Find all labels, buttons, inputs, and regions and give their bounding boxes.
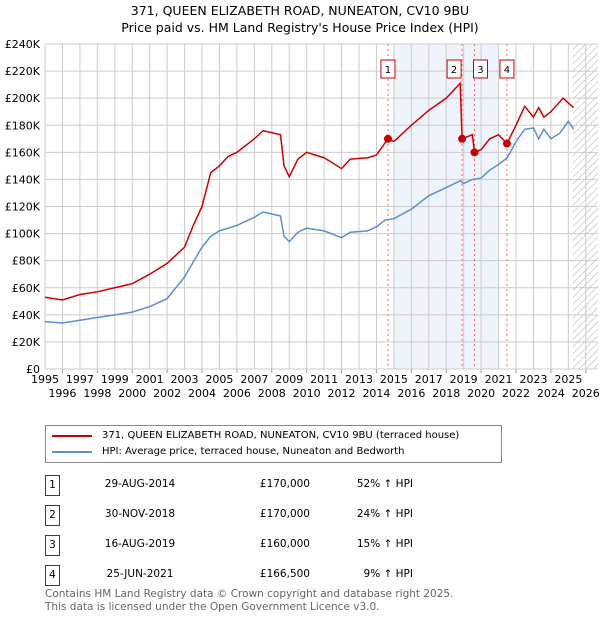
sale-label: 2 bbox=[451, 65, 457, 76]
y-tick-label: £120K bbox=[5, 201, 41, 214]
x-tick-label: 2012 bbox=[328, 387, 356, 400]
y-tick-label: £100K bbox=[5, 228, 41, 241]
table-row: 3 16-AUG-2019 £160,000 15% ↑ HPI bbox=[45, 535, 465, 556]
y-tick-label: £80K bbox=[12, 255, 41, 268]
y-tick-label: £20K bbox=[12, 336, 41, 349]
y-tick-label: £60K bbox=[12, 282, 41, 295]
y-tick-label: £200K bbox=[5, 92, 41, 105]
sale-date: 25-JUN-2021 bbox=[106, 568, 174, 580]
x-tick-label: 2014 bbox=[362, 387, 390, 400]
legend-item-hpi: HPI: Average price, terraced house, Nune… bbox=[52, 446, 405, 457]
x-tick-label: 2017 bbox=[415, 373, 443, 386]
legend-item-property: 371, QUEEN ELIZABETH ROAD, NUNEATON, CV1… bbox=[52, 430, 459, 441]
sale-number: 3 bbox=[45, 535, 60, 556]
sale-hpi-diff: 52% ↑ HPI bbox=[356, 478, 413, 490]
y-tick-label: £240K bbox=[5, 38, 41, 51]
sale-date: 16-AUG-2019 bbox=[104, 538, 176, 550]
sale-hpi-diff: 24% ↑ HPI bbox=[356, 508, 413, 520]
x-tick-label: 2007 bbox=[240, 373, 268, 386]
x-tick-label: 2016 bbox=[397, 387, 425, 400]
sale-point bbox=[470, 148, 479, 157]
legend-swatch-red bbox=[52, 434, 92, 437]
sale-label-box bbox=[380, 59, 396, 79]
sale-label: 1 bbox=[385, 65, 391, 76]
x-tick-label: 2022 bbox=[502, 387, 530, 400]
sale-label: 4 bbox=[504, 65, 510, 76]
footer-line: This data is licensed under the Open Gov… bbox=[45, 601, 380, 613]
sale-point bbox=[383, 134, 392, 143]
x-tick-label: 2011 bbox=[310, 373, 338, 386]
sale-date: 30-NOV-2018 bbox=[104, 508, 176, 520]
chart-subtitle: Price paid vs. HM Land Registry's House … bbox=[121, 20, 479, 35]
x-tick-label: 2005 bbox=[205, 373, 233, 386]
sale-label: 3 bbox=[477, 65, 483, 76]
table-row: 1 29-AUG-2014 £170,000 52% ↑ HPI bbox=[45, 475, 465, 496]
sale-label-box bbox=[472, 59, 488, 79]
x-tick-label: 2009 bbox=[275, 373, 303, 386]
x-tick-label: 2025 bbox=[554, 373, 582, 386]
x-tick-label: 2018 bbox=[432, 387, 460, 400]
x-tick-label: 1998 bbox=[83, 387, 111, 400]
x-tick-label: 1999 bbox=[101, 373, 129, 386]
sale-price: £166,500 bbox=[259, 568, 310, 580]
sale-hpi-diff: 9% ↑ HPI bbox=[363, 568, 413, 580]
x-tick-label: 2004 bbox=[188, 387, 216, 400]
y-tick-label: £0 bbox=[26, 363, 40, 376]
sale-label-box bbox=[499, 59, 515, 79]
plot: 1995199619971998199920002001200220032004… bbox=[5, 38, 600, 400]
x-tick-label: 2015 bbox=[380, 373, 408, 386]
x-tick-label: 1996 bbox=[48, 387, 76, 400]
x-tick-label: 2021 bbox=[485, 373, 513, 386]
chart-title: 371, QUEEN ELIZABETH ROAD, NUNEATON, CV1… bbox=[130, 3, 470, 18]
legend-label: 371, QUEEN ELIZABETH ROAD, NUNEATON, CV1… bbox=[102, 430, 460, 441]
y-tick-label: £180K bbox=[5, 119, 41, 132]
sale-point bbox=[458, 134, 467, 143]
x-tick-label: 2024 bbox=[537, 387, 565, 400]
x-tick-label: 1995 bbox=[31, 373, 59, 386]
x-tick-label: 2023 bbox=[519, 373, 547, 386]
x-tick-label: 2010 bbox=[293, 387, 321, 400]
legend: 371, QUEEN ELIZABETH ROAD, NUNEATON, CV1… bbox=[45, 425, 502, 463]
legend-label: HPI: Average price, terraced house, Nune… bbox=[102, 446, 405, 457]
x-tick-label: 1997 bbox=[66, 373, 94, 386]
x-tick-label: 2006 bbox=[223, 387, 251, 400]
table-row: 4 25-JUN-2021 £166,500 9% ↑ HPI bbox=[45, 565, 465, 586]
sale-hpi-diff: 15% ↑ HPI bbox=[356, 538, 413, 550]
sale-price: £170,000 bbox=[259, 508, 310, 520]
x-tick-label: 2019 bbox=[450, 373, 478, 386]
x-tick-label: 2020 bbox=[467, 387, 495, 400]
sale-number: 2 bbox=[45, 505, 60, 526]
sale-price: £160,000 bbox=[259, 538, 310, 550]
y-tick-label: £220K bbox=[5, 65, 41, 78]
sale-date: 29-AUG-2014 bbox=[104, 478, 176, 490]
footer-line: Contains HM Land Registry data © Crown c… bbox=[45, 588, 454, 600]
sale-number: 1 bbox=[45, 475, 60, 496]
x-tick-label: 2026 bbox=[572, 387, 600, 400]
series-line bbox=[44, 119, 575, 324]
x-tick-label: 2008 bbox=[258, 387, 286, 400]
x-tick-label: 2003 bbox=[171, 373, 199, 386]
x-tick-label: 2001 bbox=[136, 373, 164, 386]
sale-price: £170,000 bbox=[259, 478, 310, 490]
y-tick-label: £160K bbox=[5, 146, 41, 159]
table-row: 2 30-NOV-2018 £170,000 24% ↑ HPI bbox=[45, 505, 465, 526]
x-tick-label: 2002 bbox=[153, 387, 181, 400]
sale-point bbox=[502, 139, 511, 148]
legend-swatch-blue bbox=[52, 450, 92, 453]
footer: Contains HM Land Registry data © Crown c… bbox=[45, 588, 453, 614]
sale-number: 4 bbox=[45, 565, 60, 586]
y-tick-label: £140K bbox=[5, 173, 41, 186]
y-tick-label: £40K bbox=[12, 309, 41, 322]
x-tick-label: 2000 bbox=[118, 387, 146, 400]
sale-label-box bbox=[446, 59, 462, 79]
x-tick-label: 2013 bbox=[345, 373, 373, 386]
